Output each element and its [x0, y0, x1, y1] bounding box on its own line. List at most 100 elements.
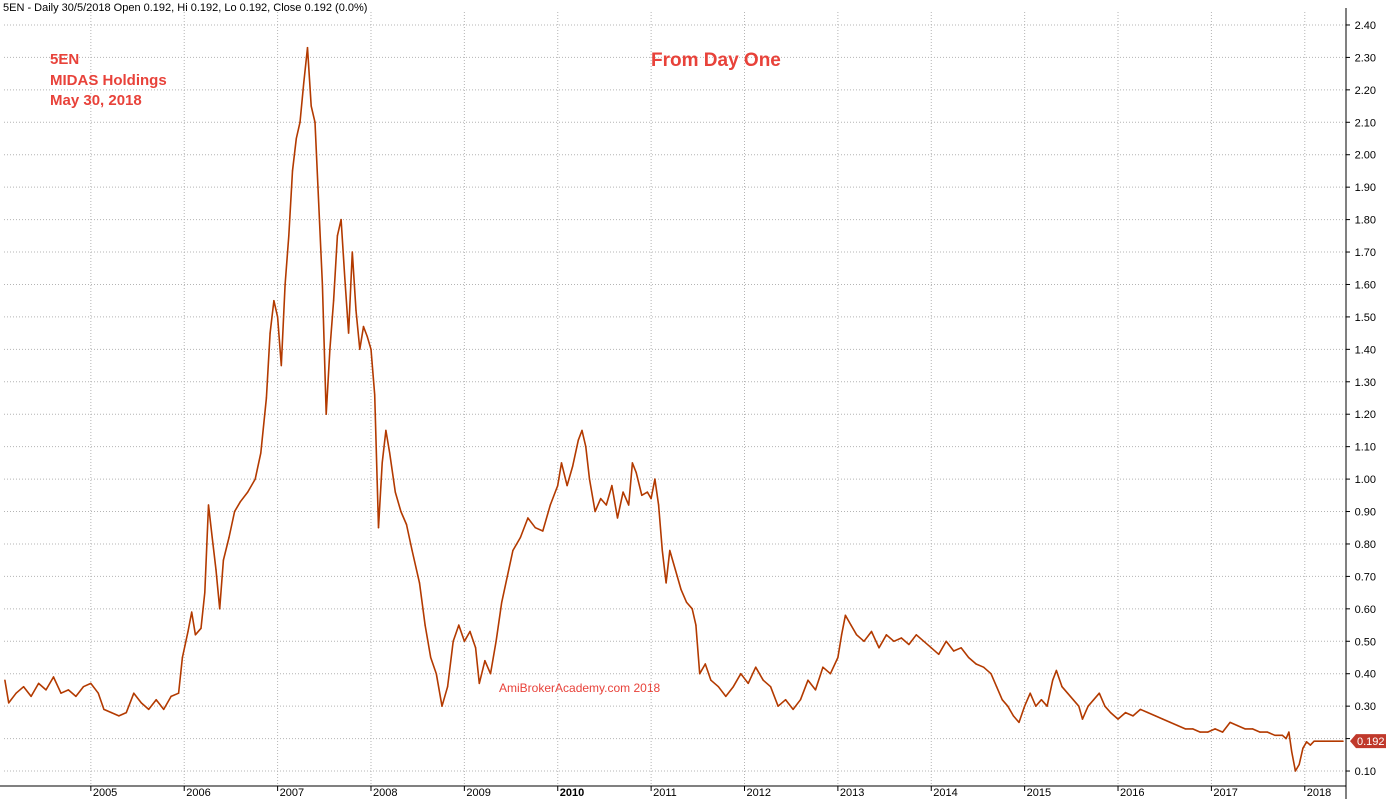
price-point: [177, 692, 180, 694]
price-point: [1184, 728, 1187, 730]
price-point: [777, 705, 779, 707]
y-tick-label: 0.50: [1355, 636, 1376, 648]
price-point: [1302, 747, 1304, 749]
price-point: [1139, 708, 1142, 711]
price-point: [646, 491, 649, 493]
y-tick-label: 2.20: [1355, 85, 1376, 97]
price-point: [321, 283, 324, 286]
x-tick-label: 2016: [1120, 787, 1144, 799]
price-point: [588, 478, 591, 480]
price-point: [1078, 705, 1080, 707]
price-point: [769, 686, 772, 688]
price-point: [284, 283, 286, 286]
price-point: [1259, 731, 1261, 733]
price-point: [228, 536, 230, 539]
y-tick-label: 1.20: [1355, 409, 1376, 421]
price-point: [424, 624, 426, 626]
price-point: [1322, 740, 1325, 742]
price-point: [732, 686, 734, 688]
price-point: [710, 679, 712, 681]
price-point: [344, 277, 346, 279]
y-tick-label: 1.60: [1355, 279, 1376, 291]
x-tick-label: 2010: [560, 787, 584, 799]
y-tick-label: 2.30: [1355, 52, 1376, 64]
price-point: [435, 673, 437, 675]
price-point: [900, 637, 903, 639]
price-point: [4, 679, 6, 681]
x-tick-label: 2011: [653, 787, 677, 799]
price-point: [1313, 740, 1315, 742]
price-point: [814, 689, 817, 691]
price-point: [200, 627, 202, 629]
price-point: [75, 695, 77, 698]
price-point: [1288, 731, 1290, 733]
price-point: [519, 536, 522, 539]
price-point: [389, 452, 391, 454]
price-point: [478, 682, 480, 685]
x-tick-label: 2009: [466, 787, 490, 799]
price-point: [1221, 731, 1224, 733]
price-point: [1072, 699, 1074, 701]
price-point: [118, 715, 120, 717]
watermark-annotation: AmiBrokerAcademy.com 2018: [499, 681, 661, 695]
price-point: [1132, 715, 1134, 717]
price-point: [628, 504, 630, 506]
x-tick-label: 2012: [747, 787, 771, 799]
price-point: [67, 689, 70, 691]
y-tick-label: 0.70: [1355, 571, 1376, 583]
price-point: [1029, 692, 1031, 694]
x-tick-label: 2006: [186, 787, 210, 799]
y-tick-label: 2.10: [1355, 117, 1376, 129]
price-point: [233, 510, 236, 513]
price-point: [855, 634, 858, 636]
price-point: [557, 484, 559, 487]
price-point: [1162, 718, 1164, 720]
price-point: [1274, 734, 1276, 736]
price-point: [725, 695, 727, 698]
ticker-annotation: 5EN: [50, 51, 79, 68]
price-point: [512, 549, 514, 552]
price-point: [484, 660, 486, 662]
axis-layer: 0.100.200.300.400.500.600.700.800.901.00…: [0, 8, 1376, 799]
price-point: [807, 679, 809, 681]
price-point: [762, 679, 764, 681]
price-point: [52, 676, 55, 678]
price-point: [1124, 711, 1127, 714]
price-point: [527, 517, 529, 519]
price-point: [8, 702, 10, 704]
price-point: [370, 348, 372, 350]
price-point: [1229, 721, 1231, 724]
price-point: [288, 235, 290, 237]
x-tick-label: 2018: [1307, 787, 1331, 799]
price-point: [908, 643, 910, 646]
price-point: [560, 462, 563, 464]
price-point: [829, 673, 832, 675]
price-point: [90, 682, 92, 685]
y-tick-label: 0.60: [1355, 604, 1376, 616]
price-point: [938, 653, 940, 655]
price-point: [381, 462, 383, 464]
price-point: [1066, 692, 1069, 694]
price-point: [1285, 737, 1287, 740]
price-point: [1001, 699, 1003, 701]
price-point: [215, 569, 217, 571]
price-point: [577, 439, 579, 441]
price-point: [878, 647, 880, 649]
price-point: [110, 711, 113, 714]
price-point: [1291, 750, 1293, 753]
price-point: [1266, 731, 1269, 733]
y-tick-label: 1.80: [1355, 215, 1376, 227]
y-tick-label: 1.00: [1355, 474, 1376, 486]
price-point: [930, 647, 932, 649]
price-point: [247, 491, 249, 493]
price-point: [280, 364, 282, 367]
price-point: [657, 504, 660, 506]
price-point: [506, 575, 508, 578]
price-point: [631, 462, 634, 464]
price-point: [45, 689, 47, 691]
price-point: [1087, 705, 1089, 707]
price-point: [704, 663, 706, 665]
